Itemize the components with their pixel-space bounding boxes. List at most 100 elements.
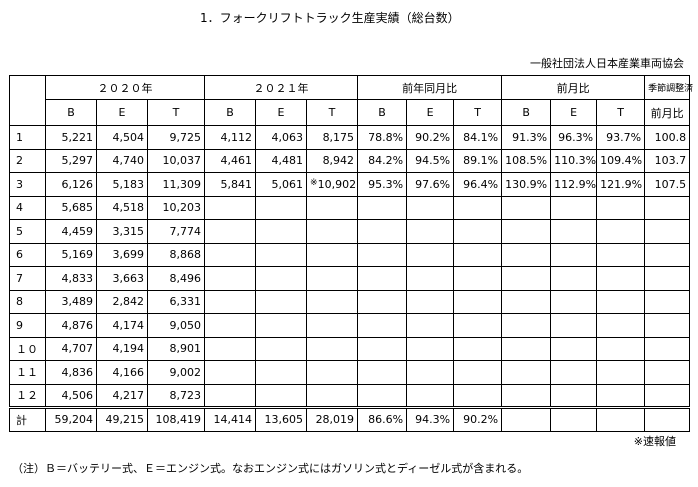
cell-b2021: 5,841 <box>204 172 257 197</box>
cell-t2020: 11,309 <box>146 172 206 197</box>
cell-mom-b <box>501 406 552 432</box>
col-header-t: T <box>306 99 359 126</box>
cell-yoy-b <box>357 289 408 314</box>
cell-mom-e <box>550 195 598 220</box>
cell-yoy-t <box>453 242 503 267</box>
total-row: 計 59,204 49,215 108,419 14,414 13,605 28,019 86… <box>9 406 691 432</box>
col-header-b: B <box>204 99 257 126</box>
cell-yoy-t <box>453 289 503 314</box>
month-label: 9 <box>9 313 46 338</box>
cell-mom-e <box>550 289 598 314</box>
month-label: 4 <box>9 195 46 220</box>
table-row: 5 4,459 3,315 7,774 <box>9 219 691 244</box>
cell-b2020: 5,221 <box>45 125 97 150</box>
cell-yoy-t: 89.1% <box>453 148 503 173</box>
cell-yoy-b <box>357 313 408 338</box>
month-label: 7 <box>9 266 46 291</box>
cell-mom-e: 112.9% <box>550 172 598 197</box>
cell-yoy-t <box>453 336 503 361</box>
month-label: １２ <box>9 383 46 408</box>
cell-mom-t <box>596 289 646 314</box>
cell-e2021 <box>255 289 308 314</box>
cell-mom-t <box>596 383 646 408</box>
table-row: 2 5,297 4,740 10,037 4,461 4,481 8,942 84.2% 94.… <box>9 148 691 173</box>
cell-t2020: 8,496 <box>146 266 206 291</box>
cell-mom-e <box>550 313 598 338</box>
cell-e2021 <box>255 219 308 244</box>
preliminary-note: ※速報値 <box>633 435 676 448</box>
cell-e2020: 5,183 <box>96 172 148 197</box>
cell-e2020: 4,166 <box>96 360 148 385</box>
cell-b2020: 4,833 <box>45 266 97 291</box>
cell-t2021: 8,942 <box>306 148 359 173</box>
cell-mom-e <box>550 383 598 408</box>
cell-mom-b <box>501 360 552 385</box>
cell-yoy-b: 95.3% <box>357 172 408 197</box>
cell-yoy-e <box>406 242 455 267</box>
cell-yoy-b <box>357 195 408 220</box>
cell-mom-e <box>550 266 598 291</box>
cell-e2020: 4,194 <box>96 336 148 361</box>
footnote: （注）Ｂ＝バッテリー式、Ｅ＝エンジン式。なおエンジン式にはガソリン式とディーゼル… <box>12 462 529 475</box>
col-header-e: E <box>96 99 148 126</box>
month-label: 5 <box>9 219 46 244</box>
month-label: 8 <box>9 289 46 314</box>
cell-yoy-t: 84.1% <box>453 125 503 150</box>
cell-b2021 <box>204 266 257 291</box>
month-label: １１ <box>9 360 46 385</box>
table-row: 7 4,833 3,663 8,496 <box>9 266 691 291</box>
cell-seasonal <box>644 195 691 220</box>
table-row: １０ 4,707 4,194 8,901 <box>9 336 691 361</box>
cell-b2021 <box>204 383 257 408</box>
cell-yoy-b: 78.8% <box>357 125 408 150</box>
cell-b2020: 4,459 <box>45 219 97 244</box>
table-row: １１ 4,836 4,166 9,002 <box>9 360 691 385</box>
cell-b2020: 59,204 <box>45 406 97 432</box>
cell-b2020: 3,489 <box>45 289 97 314</box>
month-label: 2 <box>9 148 46 173</box>
cell-t2020: 9,002 <box>146 360 206 385</box>
cell-yoy-t <box>453 360 503 385</box>
cell-mom-b: 108.5% <box>501 148 552 173</box>
cell-e2020: 49,215 <box>96 406 148 432</box>
cell-yoy-b <box>357 360 408 385</box>
group-header-mom: 前月比 <box>501 75 646 100</box>
cell-b2020: 6,126 <box>45 172 97 197</box>
cell-t2020: 8,901 <box>146 336 206 361</box>
table-row: 4 5,685 4,518 10,203 <box>9 195 691 220</box>
col-header-e: E <box>550 99 598 126</box>
cell-t2021 <box>306 219 359 244</box>
month-label: 1 <box>9 125 46 150</box>
col-header-t: T <box>596 99 646 126</box>
cell-t2021: 28,019 <box>306 406 359 432</box>
cell-mom-t: 93.7% <box>596 125 646 150</box>
cell-mom-b <box>501 289 552 314</box>
cell-b2020: 4,707 <box>45 336 97 361</box>
cell-t2020: 9,725 <box>146 125 206 150</box>
cell-mom-t <box>596 242 646 267</box>
cell-yoy-e: 94.5% <box>406 148 455 173</box>
cell-yoy-b <box>357 219 408 244</box>
cell-seasonal <box>644 360 691 385</box>
cell-mom-e <box>550 242 598 267</box>
cell-t2020: 108,419 <box>146 406 206 432</box>
cell-e2021 <box>255 313 308 338</box>
group-header-2021: ２０２１年 <box>204 75 359 100</box>
cell-b2020: 4,506 <box>45 383 97 408</box>
cell-yoy-t <box>453 219 503 244</box>
cell-mom-b: 130.9% <box>501 172 552 197</box>
cell-mom-e <box>550 360 598 385</box>
cell-value: 10,902 <box>317 177 357 191</box>
cell-yoy-e: 97.6% <box>406 172 455 197</box>
cell-value: 28,019 <box>315 413 355 427</box>
cell-mom-e <box>550 336 598 361</box>
cell-e2021 <box>255 336 308 361</box>
cell-value: 8,175 <box>322 130 355 144</box>
cell-mom-t <box>596 219 646 244</box>
preliminary-mark: ※ <box>310 177 318 188</box>
cell-seasonal <box>644 266 691 291</box>
total-label: 計 <box>9 406 46 432</box>
cell-e2020: 4,504 <box>96 125 148 150</box>
cell-e2021: 13,605 <box>255 406 308 432</box>
cell-mom-t <box>596 313 646 338</box>
